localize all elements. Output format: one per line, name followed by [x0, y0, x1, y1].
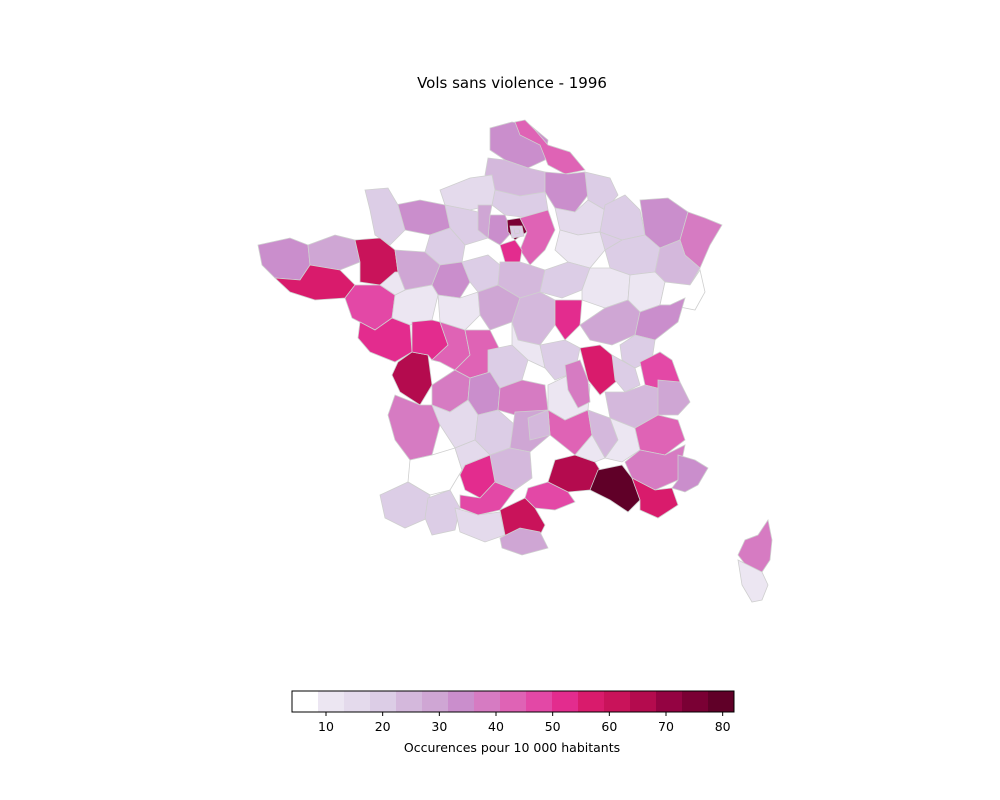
department-region [611, 354, 641, 393]
colorbar-gradient [292, 691, 735, 712]
colorbar-segment [708, 691, 735, 712]
colorbar-segment [630, 691, 657, 712]
department-region [554, 299, 583, 341]
colorbar-tick-label: 60 [601, 719, 617, 734]
department-region [631, 477, 679, 519]
colorbar-tick-label: 30 [431, 719, 447, 734]
department-region [459, 481, 516, 516]
colorbar: 10 20 30 40 50 60 70 80 Occurences pour 10 000 … [291, 690, 735, 755]
colorbar-tick-label: 20 [375, 719, 391, 734]
colorbar-segment [370, 691, 397, 712]
colorbar-tick-label: 80 [715, 719, 731, 734]
colorbar-segment [422, 691, 449, 712]
department-region [657, 379, 691, 416]
department-region [364, 187, 406, 246]
department-region [307, 234, 361, 271]
department-region [454, 439, 491, 471]
department-region [499, 239, 523, 263]
department-region [424, 489, 461, 536]
department-region [519, 209, 556, 266]
colorbar-segment [318, 691, 345, 712]
department-region [514, 119, 586, 175]
colorbar-ticks: 10 20 30 40 50 60 70 80 [318, 712, 731, 734]
department-region [554, 229, 606, 269]
colorbar-segment [474, 691, 501, 712]
colorbar-tick-label: 70 [658, 719, 674, 734]
colorbar-segment [656, 691, 683, 712]
department-region [589, 464, 641, 513]
colorbar-tick-label: 50 [545, 719, 561, 734]
colorbar-frame [291, 690, 735, 713]
colorbar-segment [682, 691, 709, 712]
department-region [737, 559, 769, 603]
colorbar-segment [448, 691, 475, 712]
department-region [599, 231, 623, 251]
department-region [513, 228, 521, 235]
department-region [624, 444, 686, 491]
colorbar-segment [292, 691, 319, 712]
colorbar-segment [344, 691, 371, 712]
colorbar-label: Occurences pour 10 000 habitants [404, 740, 620, 755]
department-region [671, 454, 709, 493]
department-region [527, 409, 551, 441]
chart-title: Vols sans violence - 1996 [417, 74, 607, 92]
department-region [499, 527, 549, 556]
colorbar-segment [526, 691, 553, 712]
colorbar-segment [500, 691, 527, 712]
department-region [544, 171, 589, 213]
department-region [257, 237, 311, 281]
department-region [574, 434, 606, 463]
colorbar-segment [604, 691, 631, 712]
colorbar-tick-label: 10 [318, 719, 334, 734]
france-department-map [257, 119, 773, 603]
colorbar-tick-label: 40 [488, 719, 504, 734]
department-region [379, 271, 406, 296]
colorbar-segment [578, 691, 605, 712]
department-region [564, 359, 591, 409]
colorbar-segment [552, 691, 579, 712]
department-region [477, 204, 493, 239]
colorbar-segment [396, 691, 423, 712]
